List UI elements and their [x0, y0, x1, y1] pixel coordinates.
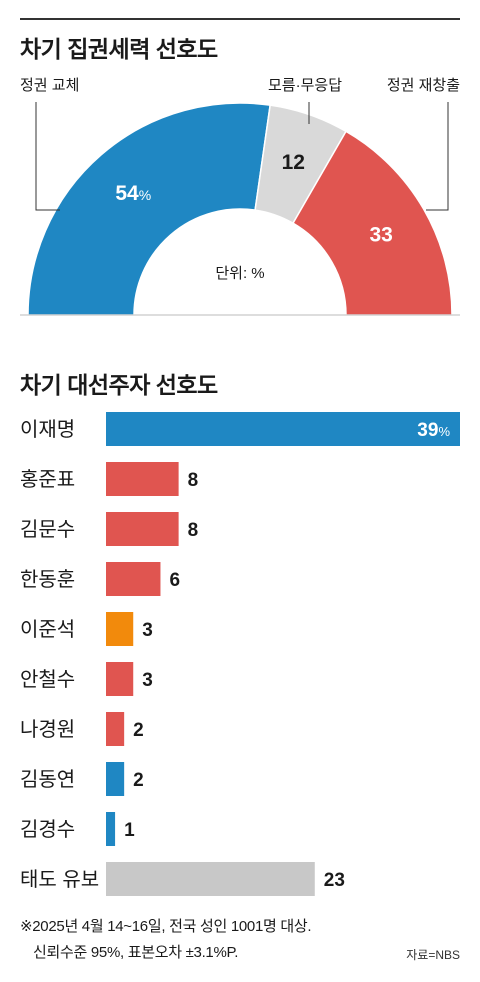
bar-category-label: 나경원 — [20, 718, 75, 741]
bar-value-label: 3 — [142, 620, 153, 641]
bar-value-label: 2 — [133, 770, 144, 791]
bar-chart: 이재명 39% 홍준표 8 김문수 8 한동훈 6 이준석 3 안철수 3 나경원 2 김동연 2 김경수 1 태도… — [20, 412, 460, 896]
bar-value-label: 8 — [188, 520, 199, 541]
bar-6 — [106, 662, 134, 696]
donut-slice-1 — [27, 102, 272, 316]
source-credit: 자료=NBS — [406, 948, 460, 962]
bar-3 — [106, 512, 179, 546]
donut-slice-3 — [291, 130, 453, 316]
bar-9 — [106, 812, 116, 846]
unit-label: 단위: % — [215, 265, 264, 282]
leader-line — [426, 102, 449, 211]
bar-value-label: 8 — [188, 470, 199, 491]
donut-value-label: 12 — [282, 151, 305, 174]
bar-chart-title: 차기 대선주자 선호도 — [20, 372, 218, 398]
bar-value-label: 6 — [169, 570, 180, 591]
bar-value-label: 3 — [142, 670, 153, 691]
leader-line — [35, 102, 60, 211]
bar-category-label: 김경수 — [20, 818, 75, 841]
bar-value-label: 23 — [324, 870, 345, 891]
bar-4 — [106, 562, 161, 596]
bar-1 — [106, 412, 460, 446]
bar-value-label: 2 — [133, 720, 144, 741]
donut-category-label: 모름·무응답 — [268, 77, 342, 94]
footnote-line2: 신뢰수준 95%, 표본오차 ±3.1%P. — [33, 944, 239, 961]
bar-category-label: 김동연 — [20, 768, 75, 791]
donut-category-label: 정권 교체 — [20, 77, 79, 94]
bar-category-label: 이재명 — [20, 418, 75, 441]
bar-8 — [106, 762, 125, 796]
bar-value-label: 1 — [124, 820, 135, 841]
bar-7 — [106, 712, 125, 746]
footnote-line1: ※2025년 4월 14~16일, 전국 성인 1001명 대상. — [20, 918, 312, 935]
bar-category-label: 한동훈 — [20, 568, 75, 591]
bar-10 — [106, 862, 315, 896]
bar-value-label: 39% — [417, 420, 450, 441]
bar-category-label: 김문수 — [20, 518, 75, 541]
bar-category-label: 홍준표 — [20, 468, 75, 491]
donut-chart-title: 차기 집권세력 선호도 — [20, 36, 218, 62]
bar-category-label: 태도 유보 — [20, 868, 99, 891]
donut-category-label: 정권 재창출 — [387, 77, 460, 94]
bar-2 — [106, 462, 179, 496]
bar-5 — [106, 612, 134, 646]
bar-category-label: 이준석 — [20, 618, 75, 641]
top-rule — [20, 18, 460, 20]
donut-value-label: 54% — [115, 182, 151, 205]
bar-category-label: 안철수 — [20, 668, 75, 691]
donut-value-label: 33 — [369, 224, 392, 247]
